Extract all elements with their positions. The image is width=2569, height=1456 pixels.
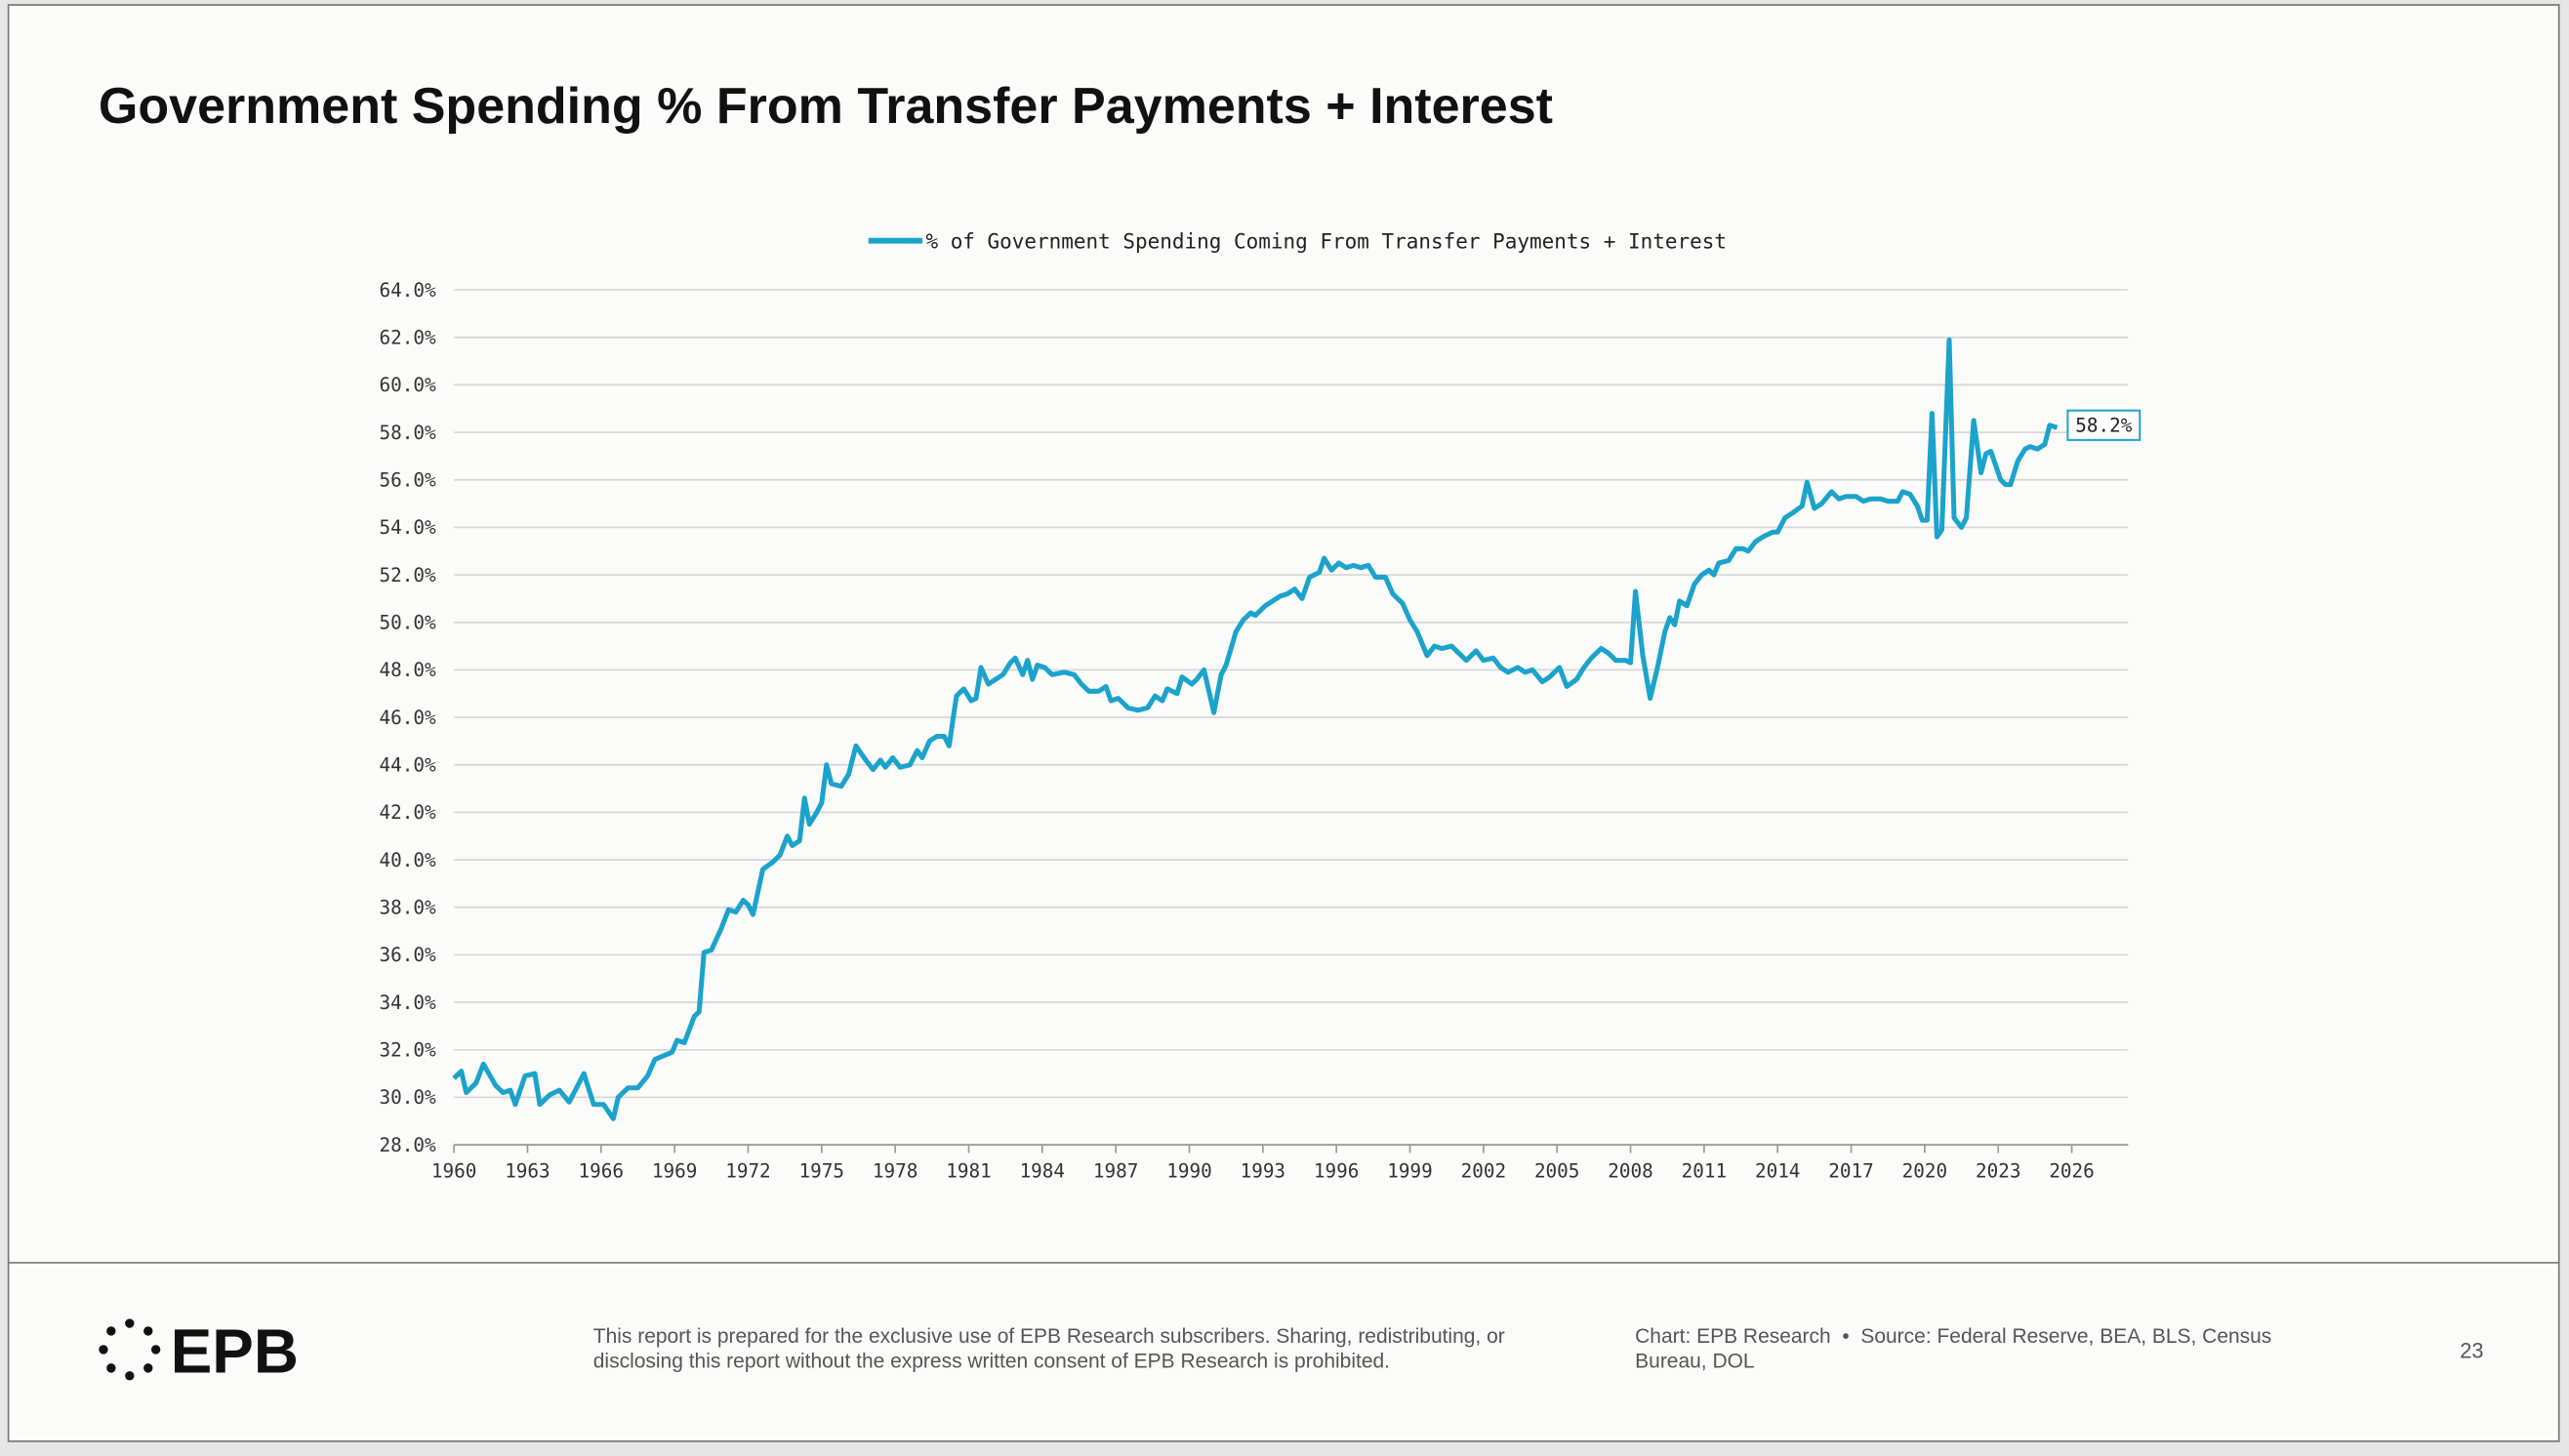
x-tick-label: 1990 [1166, 1160, 1211, 1183]
source-box: Chart: EPB Research • Source: Federal Re… [1635, 1324, 2278, 1373]
x-tick-label: 1963 [505, 1160, 550, 1183]
x-tick-label: 1972 [725, 1160, 770, 1183]
source: Chart: EPB Research • Source: Federal Re… [1635, 1324, 2278, 1373]
disclaimer: This report is prepared for the exclusiv… [592, 1324, 1505, 1373]
y-tick-label: 30.0% [380, 1086, 436, 1109]
y-tick-label: 34.0% [380, 991, 436, 1014]
x-tick-label: 2017 [1828, 1160, 1873, 1183]
y-tick-label: 60.0% [380, 374, 436, 396]
x-tick-label: 1987 [1093, 1160, 1138, 1183]
slide-frame [7, 4, 2560, 1442]
x-tick-label: 1996 [1314, 1160, 1359, 1183]
x-tick-label: 2011 [1682, 1160, 1727, 1183]
value-label: 58.2% [2075, 414, 2132, 436]
x-tick-label: 1984 [1020, 1160, 1065, 1183]
x-tick-label: 1969 [652, 1160, 697, 1183]
x-tick-label: 2002 [1461, 1160, 1506, 1183]
logo-icon [99, 1318, 161, 1381]
y-tick-label: 28.0% [380, 1134, 436, 1156]
chart-title: Government Spending % From Transfer Paym… [99, 78, 1553, 135]
y-tick-label: 32.0% [380, 1038, 436, 1061]
legend-label: % of Government Spending Coming From Tra… [925, 229, 1727, 253]
y-tick-label: 46.0% [380, 707, 436, 729]
y-tick-label: 56.0% [380, 468, 436, 491]
x-tick-label: 1999 [1387, 1160, 1432, 1183]
x-tick-label: 1975 [799, 1160, 844, 1183]
y-tick-label: 62.0% [380, 326, 436, 348]
y-tick-label: 36.0% [380, 944, 436, 966]
y-tick-label: 40.0% [380, 849, 436, 871]
x-tick-label: 2005 [1534, 1160, 1579, 1183]
y-tick-label: 58.0% [380, 422, 436, 444]
x-tick-label: 1966 [579, 1160, 624, 1183]
value-label-box [2066, 409, 2141, 441]
y-tick-label: 64.0% [380, 279, 436, 302]
x-tick-label: 2023 [1976, 1160, 2020, 1183]
x-tick-label: 2008 [1608, 1160, 1652, 1183]
y-tick-label: 44.0% [380, 753, 436, 776]
x-tick-label: 2026 [2049, 1160, 2094, 1183]
disclaimer-box: This report is prepared for the exclusiv… [592, 1324, 1505, 1373]
y-tick-label: 54.0% [380, 516, 436, 539]
y-tick-label: 52.0% [380, 564, 436, 586]
logo-text: EPB [171, 1315, 299, 1386]
y-tick-label: 38.0% [380, 896, 436, 918]
y-tick-label: 48.0% [380, 659, 436, 681]
x-tick-label: 2020 [1902, 1160, 1947, 1183]
x-tick-label: 1960 [431, 1160, 476, 1183]
x-tick-label: 1981 [946, 1160, 991, 1183]
page-number: 23 [2460, 1338, 2483, 1362]
y-tick-label: 50.0% [380, 611, 436, 633]
series-line [452, 337, 2059, 1121]
x-tick-label: 1993 [1241, 1160, 1285, 1183]
x-tick-label: 2014 [1755, 1160, 1800, 1183]
y-tick-label: 42.0% [380, 801, 436, 824]
x-tick-label: 1978 [873, 1160, 918, 1183]
